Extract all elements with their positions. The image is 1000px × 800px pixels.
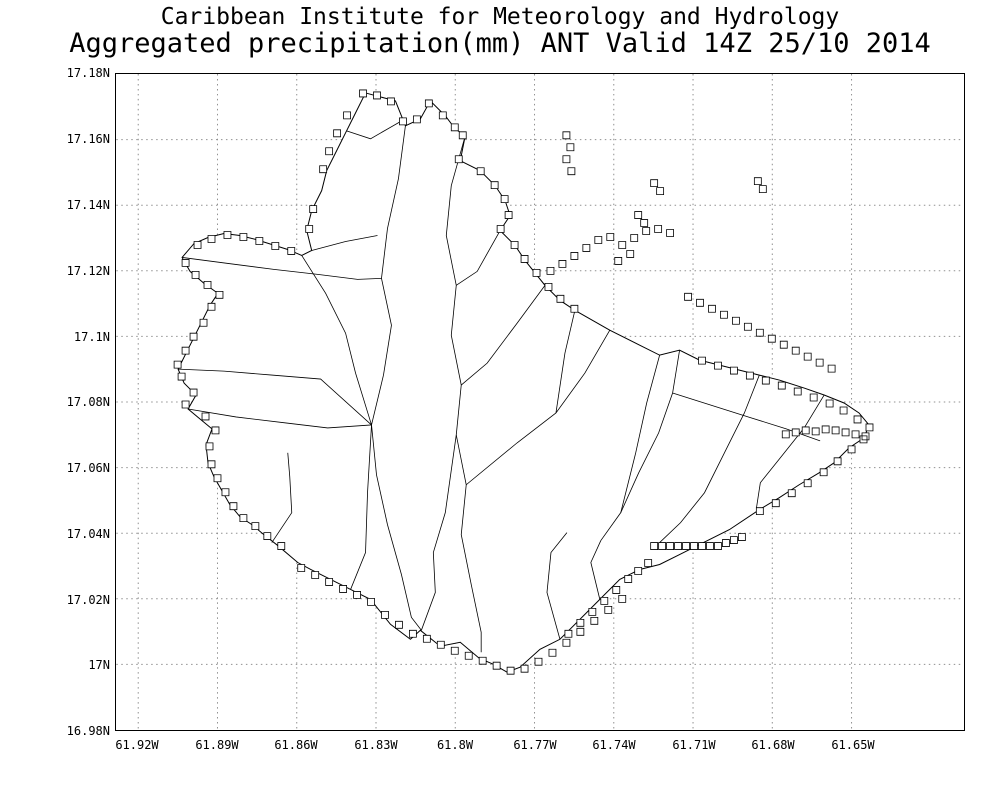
- lat-tick-label: 17.06N: [66, 461, 110, 475]
- lat-tick-label: 17.04N: [66, 527, 110, 541]
- lat-tick-label: 17.16N: [66, 132, 110, 146]
- coastal-cells: [173, 89, 874, 675]
- lon-tick-label: 61.83W: [354, 738, 398, 752]
- lon-tick-label: 61.86W: [274, 738, 318, 752]
- lon-tick-label: 61.65W: [831, 738, 875, 752]
- lon-tick-label: 61.89W: [195, 738, 239, 752]
- lat-tick-label: 17.02N: [66, 593, 110, 607]
- lon-tick-label: 61.77W: [513, 738, 557, 752]
- lon-tick-label: 61.8W: [436, 738, 474, 752]
- lat-tick-label: 17N: [88, 658, 110, 672]
- offshore-islets: [546, 131, 836, 373]
- lat-tick-label: 16.98N: [66, 724, 110, 738]
- chart-title: Aggregated precipitation(mm) ANT Valid 1…: [69, 28, 931, 59]
- lat-tick-label: 17.08N: [66, 395, 110, 409]
- lon-tick-label: 61.71W: [672, 738, 716, 752]
- lon-tick-label: 61.74W: [592, 738, 636, 752]
- antigua-map-svg: [116, 74, 964, 730]
- lat-tick-label: 17.12N: [66, 264, 110, 278]
- org-title: Caribbean Institute for Meteorology and …: [160, 4, 840, 30]
- map-plot-area: [115, 73, 965, 731]
- watershed-boundaries: [178, 119, 825, 653]
- lat-tick-label: 17.18N: [66, 66, 110, 80]
- lat-tick-label: 17.1N: [73, 330, 110, 344]
- lat-tick-label: 17.14N: [66, 198, 110, 212]
- lon-tick-label: 61.68W: [751, 738, 795, 752]
- lon-tick-label: 61.92W: [115, 738, 159, 752]
